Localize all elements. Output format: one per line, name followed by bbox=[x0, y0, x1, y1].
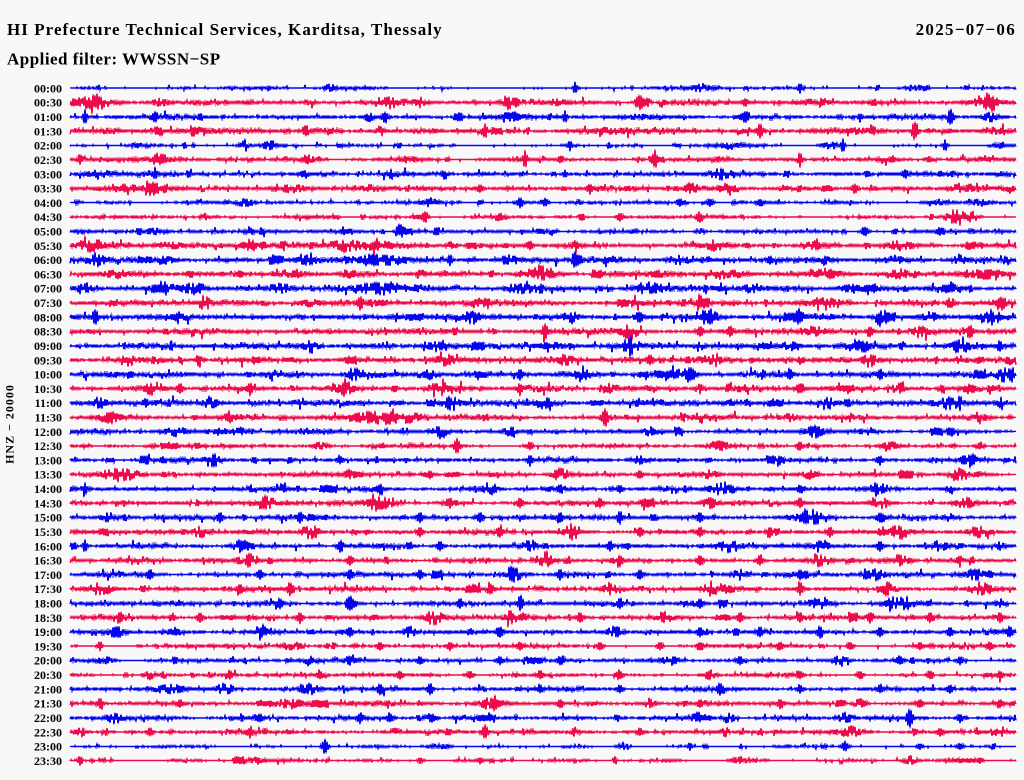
svg-text:HNZ − 20000: HNZ − 20000 bbox=[3, 384, 17, 464]
svg-text:07:30: 07:30 bbox=[34, 296, 62, 310]
svg-text:14:30: 14:30 bbox=[34, 496, 62, 510]
svg-text:09:30: 09:30 bbox=[34, 353, 62, 367]
svg-text:11:00: 11:00 bbox=[35, 396, 62, 410]
svg-text:16:30: 16:30 bbox=[34, 554, 62, 568]
svg-text:06:30: 06:30 bbox=[34, 267, 62, 281]
svg-text:04:30: 04:30 bbox=[34, 210, 62, 224]
svg-text:22:30: 22:30 bbox=[34, 725, 62, 739]
svg-text:23:00: 23:00 bbox=[34, 740, 62, 754]
svg-text:12:30: 12:30 bbox=[34, 439, 62, 453]
svg-text:05:30: 05:30 bbox=[34, 239, 62, 253]
svg-text:13:00: 13:00 bbox=[34, 453, 62, 467]
svg-text:22:00: 22:00 bbox=[34, 711, 62, 725]
svg-text:04:00: 04:00 bbox=[34, 196, 62, 210]
svg-text:02:30: 02:30 bbox=[34, 153, 62, 167]
svg-text:15:00: 15:00 bbox=[34, 511, 62, 525]
svg-text:17:00: 17:00 bbox=[34, 568, 62, 582]
svg-text:14:00: 14:00 bbox=[34, 482, 62, 496]
svg-text:18:30: 18:30 bbox=[34, 611, 62, 625]
svg-text:05:00: 05:00 bbox=[34, 225, 62, 239]
svg-text:00:00: 00:00 bbox=[34, 81, 62, 95]
svg-text:10:30: 10:30 bbox=[34, 382, 62, 396]
svg-text:08:30: 08:30 bbox=[34, 325, 62, 339]
svg-text:12:00: 12:00 bbox=[34, 425, 62, 439]
svg-text:01:00: 01:00 bbox=[34, 110, 62, 124]
svg-text:23:30: 23:30 bbox=[34, 754, 62, 768]
svg-text:15:30: 15:30 bbox=[34, 525, 62, 539]
svg-text:00:30: 00:30 bbox=[34, 96, 62, 110]
svg-text:10:00: 10:00 bbox=[34, 368, 62, 382]
svg-text:17:30: 17:30 bbox=[34, 582, 62, 596]
svg-text:Applied filter: WWSSN−SP: Applied filter: WWSSN−SP bbox=[7, 50, 221, 69]
svg-text:06:00: 06:00 bbox=[34, 253, 62, 267]
svg-text:18:00: 18:00 bbox=[34, 597, 62, 611]
svg-text:20:00: 20:00 bbox=[34, 654, 62, 668]
svg-text:19:30: 19:30 bbox=[34, 639, 62, 653]
svg-text:21:30: 21:30 bbox=[34, 697, 62, 711]
svg-text:21:00: 21:00 bbox=[34, 682, 62, 696]
svg-text:11:30: 11:30 bbox=[35, 411, 62, 425]
svg-text:02:00: 02:00 bbox=[34, 139, 62, 153]
svg-text:13:30: 13:30 bbox=[34, 468, 62, 482]
svg-text:2025−07−06: 2025−07−06 bbox=[916, 20, 1016, 39]
svg-text:09:00: 09:00 bbox=[34, 339, 62, 353]
svg-text:19:00: 19:00 bbox=[34, 625, 62, 639]
svg-text:03:30: 03:30 bbox=[34, 182, 62, 196]
svg-text:03:00: 03:00 bbox=[34, 167, 62, 181]
svg-text:07:00: 07:00 bbox=[34, 282, 62, 296]
svg-text:01:30: 01:30 bbox=[34, 124, 62, 138]
svg-text:20:30: 20:30 bbox=[34, 668, 62, 682]
svg-text:HI Prefecture Technical Servic: HI Prefecture Technical Services, Kardit… bbox=[7, 20, 443, 39]
svg-text:16:00: 16:00 bbox=[34, 539, 62, 553]
svg-text:08:00: 08:00 bbox=[34, 310, 62, 324]
